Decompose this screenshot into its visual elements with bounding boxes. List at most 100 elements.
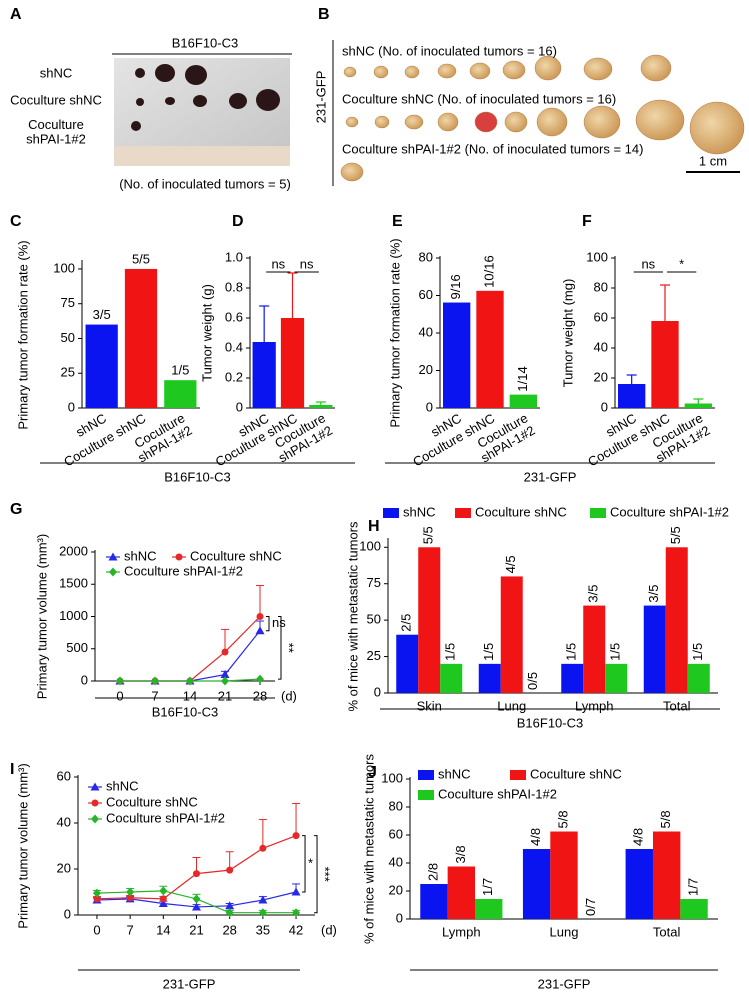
bar xyxy=(643,605,666,693)
row-label: Coculture shPAI-1#2 xyxy=(26,117,86,146)
value-label: 1/5 xyxy=(564,643,579,661)
x-tick-label: 7 xyxy=(127,922,134,937)
bar xyxy=(687,663,710,693)
row-label: Coculture shNC (No. of inoculated tumors… xyxy=(342,91,616,106)
point xyxy=(159,895,167,903)
point xyxy=(159,886,168,896)
x-tick-label: 7 xyxy=(151,688,158,703)
x-tick-label: Lymph xyxy=(442,924,481,939)
significance-label: ns xyxy=(300,256,314,271)
y-axis-label: % of mice with metastatic tumors xyxy=(361,754,376,944)
y-tick-label: 100 xyxy=(53,260,75,275)
value-label: 5/8 xyxy=(658,810,673,828)
bar xyxy=(440,663,463,693)
legend-label: shNC xyxy=(124,548,157,563)
bar xyxy=(164,380,197,408)
legend-label: Coculture shNC xyxy=(190,548,282,563)
legend-label: Coculture shPAI-1#2 xyxy=(438,786,557,801)
y-axis-label: Tumor weight (g) xyxy=(199,284,214,382)
point xyxy=(226,866,234,874)
bar xyxy=(475,898,503,919)
value-label: 5/5 xyxy=(421,526,436,544)
y-tick-label: 0.4 xyxy=(225,339,243,354)
x-tick-label: 0 xyxy=(93,922,100,937)
bar xyxy=(561,663,584,693)
group-label: B16F10-C3 xyxy=(517,715,583,730)
x-axis-label: (d) xyxy=(321,922,337,937)
value-label: 5/8 xyxy=(555,810,570,828)
point xyxy=(221,648,229,656)
bar xyxy=(652,831,681,919)
legend-label: Coculture shNC xyxy=(530,766,622,781)
significance-bracket xyxy=(278,616,282,680)
y-tick-label: 40 xyxy=(389,854,403,869)
legend-label: shNC xyxy=(438,766,471,781)
bar xyxy=(522,849,551,919)
y-tick-label: 60 xyxy=(389,826,403,841)
significance-bracket xyxy=(314,835,318,914)
value-label: 2/5 xyxy=(399,614,414,632)
x-tick-label: 28 xyxy=(222,922,236,937)
y-axis-label: Primary tumor volume (mm³) xyxy=(34,534,49,699)
legend-swatch xyxy=(418,790,434,800)
legend-swatch xyxy=(455,508,471,518)
bar xyxy=(476,290,504,408)
significance-bracket xyxy=(302,835,306,893)
point xyxy=(258,895,268,904)
panel-label: A xyxy=(10,6,22,23)
y-tick-label: 0.6 xyxy=(225,309,243,324)
value-label: 1/5 xyxy=(608,643,623,661)
panel-label: H xyxy=(368,518,380,535)
y-tick-label: 20 xyxy=(419,362,433,377)
y-tick-label: 0.2 xyxy=(225,369,243,384)
value-label: 10/16 xyxy=(481,255,496,288)
tumor-photo xyxy=(340,54,745,182)
point xyxy=(291,887,301,896)
bar xyxy=(309,405,333,408)
value-label: 3/5 xyxy=(586,584,601,602)
significance-label: * xyxy=(308,855,313,870)
x-tick-label: 42 xyxy=(289,922,303,937)
row-label: shNC (No. of inoculated tumors = 16) xyxy=(342,43,557,58)
point xyxy=(158,899,168,907)
value-label: 0/5 xyxy=(525,672,540,690)
point xyxy=(92,888,101,898)
x-tick-label: 35 xyxy=(256,922,270,937)
point xyxy=(151,676,159,686)
bar xyxy=(509,394,537,408)
y-axis-label: Primary tumor formation rate (%) xyxy=(387,238,402,427)
legend-swatch xyxy=(590,508,606,518)
legend-label: Coculture shPAI-1#2 xyxy=(610,504,729,519)
y-axis-label: Tumor weight (mg) xyxy=(560,279,575,388)
legend-label: Coculture shPAI-1#2 xyxy=(124,563,243,578)
bar xyxy=(443,302,471,408)
bar xyxy=(618,384,646,408)
legend-swatch xyxy=(383,508,399,518)
y-tick-label: 20 xyxy=(57,860,71,875)
y-tick-label: 60 xyxy=(57,768,71,783)
x-tick-label: Lung xyxy=(550,924,579,939)
value-label: 2/8 xyxy=(425,863,440,881)
point xyxy=(126,894,134,902)
panel-label: F xyxy=(582,213,592,230)
bar xyxy=(396,634,419,693)
point xyxy=(192,902,201,911)
legend-marker xyxy=(109,567,117,577)
group-label: B16F10-C3 xyxy=(152,704,218,719)
value-label: 4/8 xyxy=(528,828,543,846)
significance-label: ** xyxy=(282,643,297,653)
value-label: 0/7 xyxy=(583,898,598,916)
x-tick-label: Total xyxy=(663,698,691,713)
point xyxy=(256,674,264,684)
bar xyxy=(447,866,476,919)
value-label: 1/5 xyxy=(481,643,496,661)
bar xyxy=(684,403,712,408)
point xyxy=(225,901,235,910)
x-tick-label: 0 xyxy=(116,688,123,703)
y-tick-label: 20 xyxy=(594,369,608,384)
legend-label: Coculture shNC xyxy=(475,504,567,519)
side-label: 231-GFP xyxy=(313,71,328,124)
x-tick-label: 21 xyxy=(189,922,203,937)
group-label: 231-GFP xyxy=(538,976,591,991)
bar xyxy=(85,324,118,408)
